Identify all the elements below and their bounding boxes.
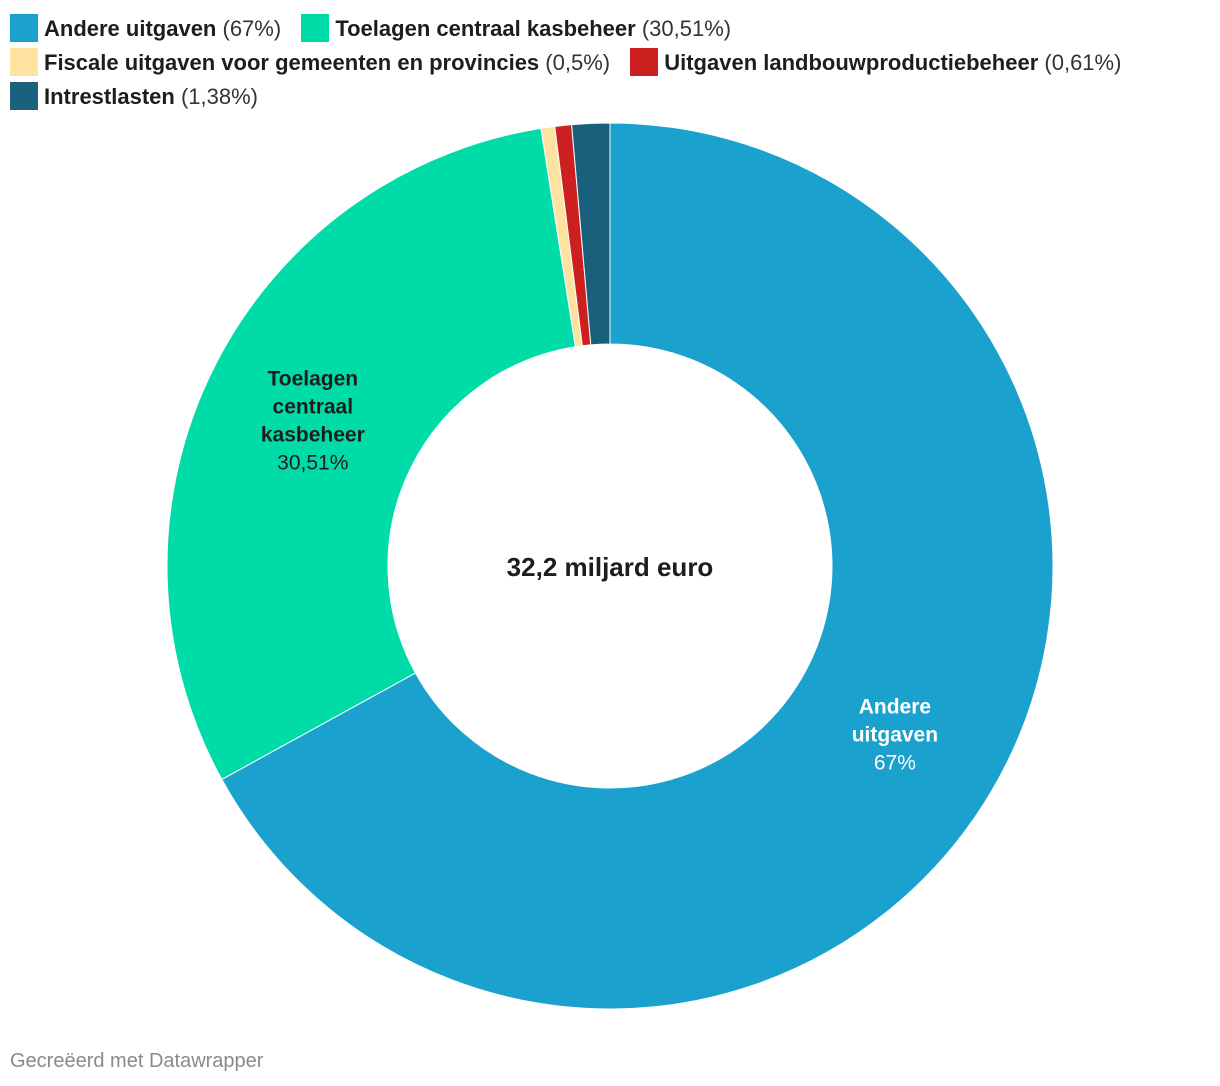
legend-percent: (67%)	[222, 16, 282, 41]
legend-percent: (0,61%)	[1044, 50, 1122, 75]
legend-percent: (30,51%)	[641, 16, 732, 41]
legend-label: Uitgaven landbouwproductiebeheer	[664, 50, 1039, 75]
donut-slices	[166, 122, 1054, 1010]
legend-swatch	[10, 48, 38, 76]
legend-swatch	[630, 48, 659, 76]
donut-slice	[221, 122, 1054, 1010]
legend-percent: (0,5%)	[545, 50, 611, 75]
legend-swatch	[10, 14, 38, 42]
chart-legend: Andere uitgaven (67%) Toelagen centraal …	[10, 12, 1210, 114]
slice-label-value: 30,51%	[277, 451, 348, 474]
donut-slice	[166, 127, 576, 781]
slice-label-name: kasbeheer	[261, 423, 365, 446]
legend-label: Intrestlasten	[44, 84, 175, 109]
legend-percent: (1,38%)	[180, 84, 258, 109]
legend-swatch	[301, 14, 330, 42]
legend-item-andere-uitgaven: Andere uitgaven (67%)	[10, 12, 281, 46]
slice-label-name: centraal	[273, 395, 354, 418]
donut-slice	[571, 122, 611, 346]
legend-label: Fiscale uitgaven voor gemeenten en provi…	[44, 50, 540, 75]
legend-label: Andere uitgaven	[44, 16, 217, 41]
legend-item-toelagen: Toelagen centraal kasbeheer (30,51%)	[301, 12, 731, 46]
legend-item-landbouw: Uitgaven landbouwproductiebeheer (0,61%)	[630, 46, 1121, 80]
legend-label: Toelagen centraal kasbeheer	[335, 16, 636, 41]
footer-credit: Gecreëerd met Datawrapper	[10, 1050, 264, 1072]
center-total-label: 32,2 miljard euro	[507, 552, 714, 582]
slice-label-name: Toelagen	[267, 367, 358, 390]
legend-item-fiscale-uitgaven: Fiscale uitgaven voor gemeenten en provi…	[10, 46, 610, 80]
slice-labels: Andere uitgaven 67% Toelagen centraal kasbehe…	[261, 367, 938, 774]
slice-label-name: uitgaven	[852, 723, 938, 746]
legend-swatch	[10, 82, 38, 110]
slice-label-name: Andere	[859, 695, 931, 718]
slice-label-value: 67%	[874, 751, 916, 774]
legend-item-intrestlasten: Intrestlasten (1,38%)	[10, 80, 258, 114]
